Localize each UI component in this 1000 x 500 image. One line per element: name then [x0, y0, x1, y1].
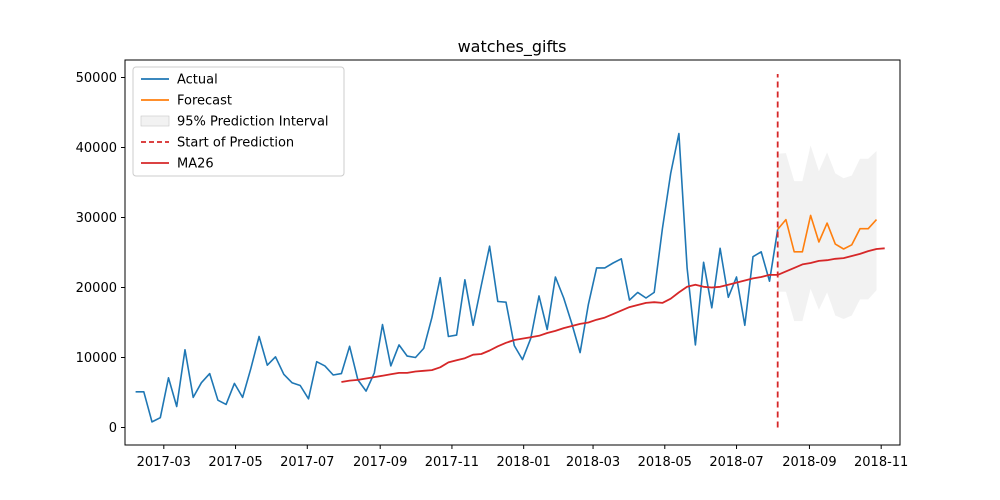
legend-label: MA26 — [177, 157, 214, 172]
legend-label: Forecast — [177, 94, 232, 109]
y-tick-label: 40000 — [76, 141, 117, 156]
y-tick-label: 30000 — [76, 211, 117, 226]
ma26-series-line — [341, 247, 885, 383]
x-tick-label: 2017-09 — [353, 455, 407, 470]
x-tick-label: 2018-11 — [854, 455, 908, 470]
y-tick-label: 50000 — [76, 71, 117, 86]
forecast-series-line — [777, 214, 878, 253]
legend-label: Actual — [177, 73, 218, 88]
x-tick-label: 2018-03 — [566, 455, 620, 470]
legend-box — [132, 66, 345, 177]
plot-area — [135, 74, 885, 428]
prediction-interval-band — [777, 145, 877, 322]
x-tick-label: 2018-01 — [497, 455, 551, 470]
y-tick-label: 0 — [109, 421, 117, 436]
x-tick-label: 2017-05 — [208, 455, 262, 470]
legend-swatch — [140, 115, 170, 127]
x-tick-label: 2017-03 — [137, 455, 191, 470]
legend-label: Start of Prediction — [177, 136, 294, 151]
x-tick-label: 2018-05 — [638, 455, 692, 470]
legend: Actual Forecast 95% Prediction Interval Sta… — [132, 66, 345, 177]
x-tick-label: 2018-09 — [782, 455, 836, 470]
legend-label: 95% Prediction Interval — [177, 115, 329, 130]
axes-frame — [124, 59, 901, 446]
axis-ticks: 0 10000 20000 30000 40000 50000 2017-03 2017-05… — [76, 71, 909, 470]
y-tick-label: 10000 — [76, 351, 117, 366]
y-tick-label: 20000 — [76, 281, 117, 296]
actual-series-line — [135, 132, 779, 423]
x-tick-label: 2017-07 — [280, 455, 334, 470]
x-tick-label: 2017-11 — [425, 455, 479, 470]
chart-title: watches_gifts — [458, 37, 567, 57]
x-tick-label: 2018-07 — [709, 455, 763, 470]
